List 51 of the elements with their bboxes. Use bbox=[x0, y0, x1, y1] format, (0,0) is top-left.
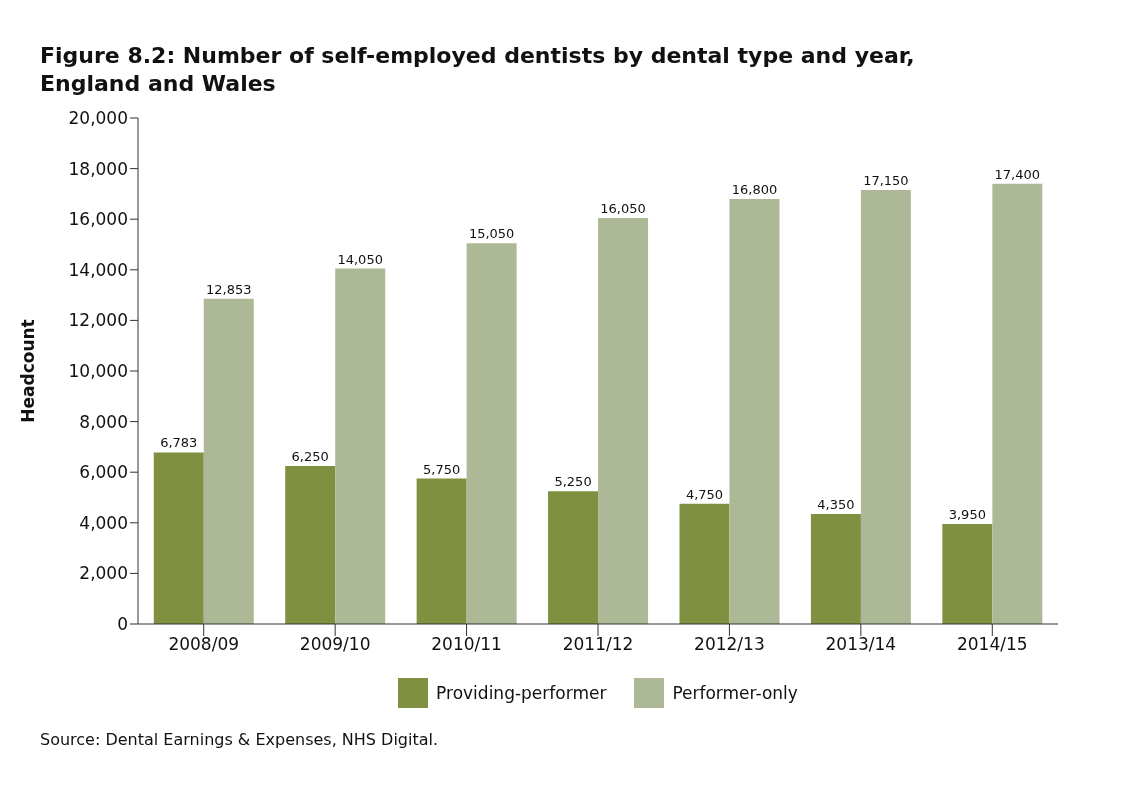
data-label: 12,853 bbox=[206, 281, 252, 297]
data-label: 6,783 bbox=[160, 435, 198, 451]
data-label: 16,050 bbox=[600, 200, 646, 216]
chart-title: Figure 8.2: Number of self-employed dentists by dental type and year, England and Wales bbox=[39, 42, 916, 98]
source-note: Source: Dental Earnings & Expenses, NHS Digital. bbox=[39, 729, 440, 749]
bar bbox=[416, 478, 467, 624]
y-tick-label: 10,000 bbox=[68, 361, 128, 382]
data-label: 3,950 bbox=[948, 507, 986, 523]
y-tick-label: 20,000 bbox=[68, 108, 128, 129]
bar bbox=[992, 183, 1043, 624]
y-tick-label: 2,000 bbox=[79, 563, 128, 584]
bar bbox=[203, 298, 254, 624]
data-label: 5,750 bbox=[423, 461, 461, 477]
bar bbox=[679, 503, 730, 624]
y-tick-label: 0 bbox=[117, 614, 128, 635]
data-label: 17,400 bbox=[994, 166, 1041, 182]
bar bbox=[285, 465, 336, 624]
x-tick-label: 2011/12 bbox=[562, 634, 634, 655]
legend-label: Performer-only bbox=[672, 683, 798, 703]
bar bbox=[810, 513, 861, 624]
bar bbox=[548, 491, 599, 624]
data-label: 6,250 bbox=[291, 448, 329, 464]
data-label: 4,350 bbox=[817, 496, 855, 512]
bar bbox=[598, 217, 649, 624]
bar bbox=[729, 198, 780, 624]
y-axis-title: Headcount bbox=[18, 319, 39, 423]
x-tick-label: 2013/14 bbox=[825, 634, 897, 655]
bar bbox=[860, 190, 911, 624]
bar bbox=[153, 452, 204, 624]
data-label: 17,150 bbox=[863, 173, 909, 189]
y-tick-label: 6,000 bbox=[79, 462, 128, 483]
data-label: 15,050 bbox=[468, 226, 515, 242]
bar bbox=[335, 268, 386, 624]
bar bbox=[942, 524, 993, 624]
data-label: 14,050 bbox=[337, 251, 383, 267]
legend-label: Providing-performer bbox=[436, 683, 607, 703]
y-tick-label: 18,000 bbox=[68, 158, 128, 179]
y-tick-label: 12,000 bbox=[68, 310, 128, 331]
y-tick-label: 16,000 bbox=[68, 209, 128, 230]
bar bbox=[466, 243, 517, 624]
x-tick-label: 2010/11 bbox=[431, 634, 502, 655]
data-label: 4,750 bbox=[685, 486, 724, 502]
x-tick-label: 2014/15 bbox=[956, 634, 1028, 655]
y-tick-label: 14,000 bbox=[68, 259, 128, 280]
x-tick-label: 2009/10 bbox=[299, 634, 371, 655]
x-tick-label: 2008/09 bbox=[168, 634, 240, 655]
y-tick-label: 4,000 bbox=[79, 512, 128, 533]
data-label: 5,250 bbox=[554, 474, 592, 490]
y-tick-label: 8,000 bbox=[79, 411, 128, 432]
data-label: 16,800 bbox=[731, 181, 778, 197]
x-tick-label: 2012/13 bbox=[694, 634, 765, 655]
